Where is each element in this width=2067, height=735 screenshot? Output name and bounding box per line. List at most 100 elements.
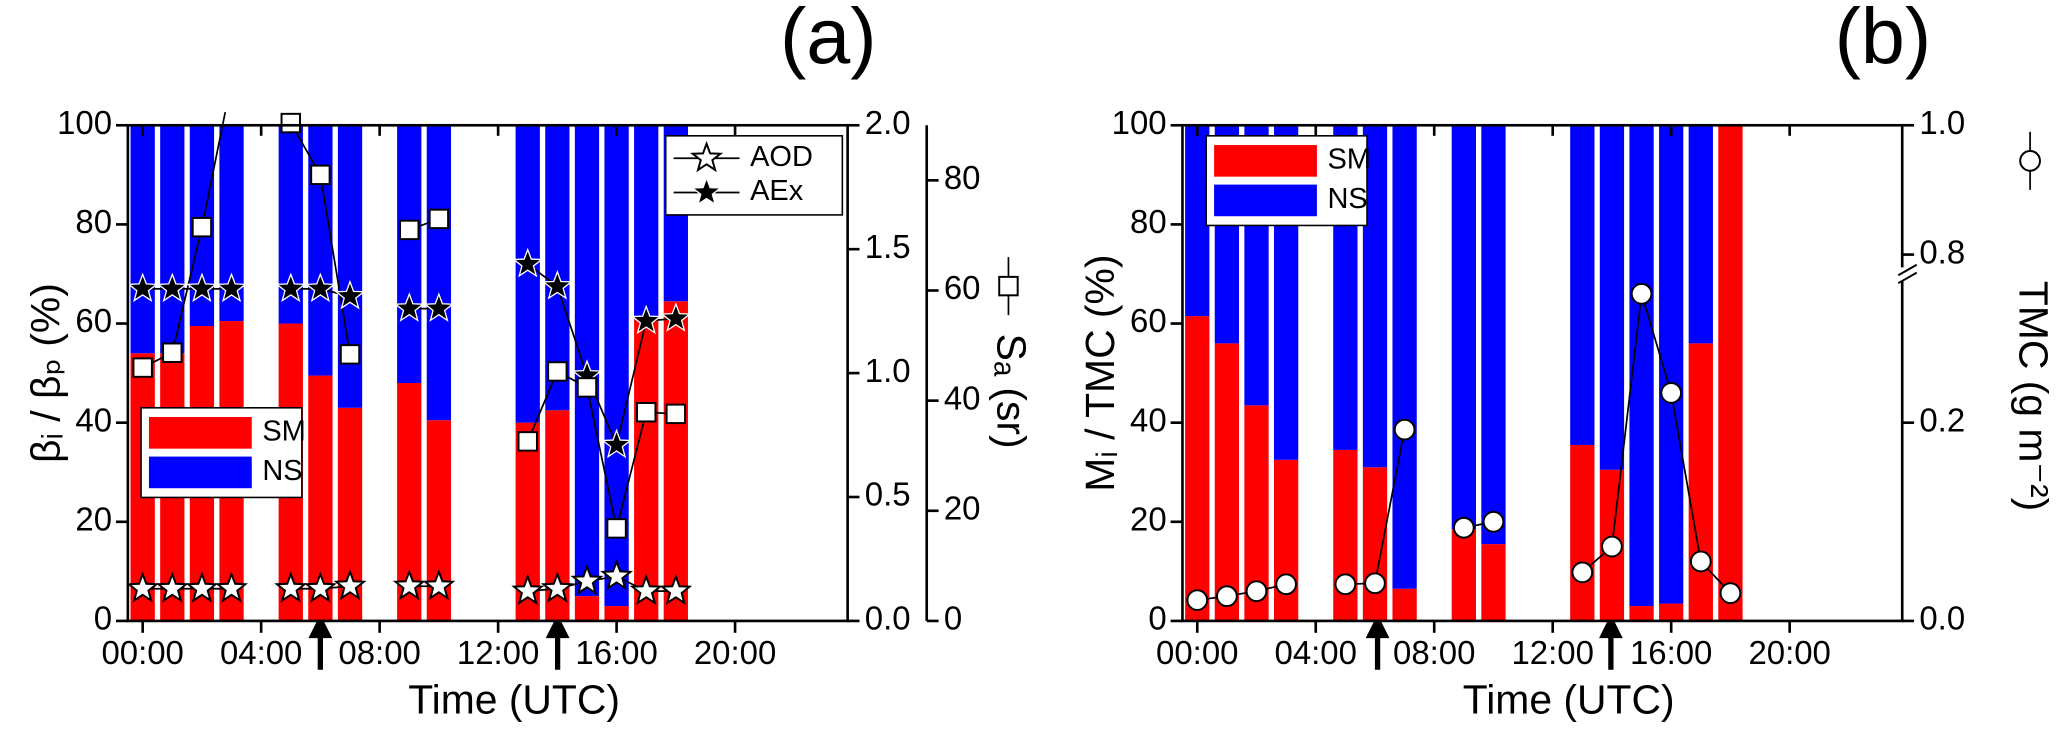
y2-tick-label: 1.0 bbox=[865, 352, 911, 389]
x-tick-label: 00:00 bbox=[1156, 634, 1238, 671]
y2-tick-label: 0.5 bbox=[865, 476, 911, 513]
square-marker bbox=[310, 164, 331, 186]
plot-frame bbox=[1181, 123, 1904, 623]
legend-label: SM bbox=[262, 416, 306, 448]
y-tick-label: 80 bbox=[1130, 203, 1167, 240]
star-marker bbox=[511, 573, 545, 606]
star-marker bbox=[690, 176, 723, 206]
square-marker bbox=[635, 401, 657, 423]
arrow bbox=[1365, 614, 1390, 670]
y2-tick-label: 1.0 bbox=[1919, 104, 1965, 141]
circle-marker bbox=[1393, 418, 1416, 441]
circle-marker bbox=[1275, 573, 1298, 596]
bar bbox=[1392, 588, 1417, 621]
x-tick-label: 20:00 bbox=[694, 634, 776, 671]
legend-label: NS bbox=[262, 455, 302, 487]
axis-break-gap bbox=[1896, 267, 1919, 281]
bar bbox=[663, 301, 688, 621]
bar bbox=[1659, 603, 1684, 621]
legend-label: AEx bbox=[750, 175, 804, 207]
star-marker bbox=[274, 571, 308, 603]
x-tick-label: 04:00 bbox=[220, 634, 302, 671]
y3-tick-label: 40 bbox=[944, 379, 981, 416]
star-marker bbox=[601, 428, 633, 459]
y3-tick-label: 80 bbox=[944, 159, 981, 196]
legend: SM NS bbox=[140, 407, 306, 499]
circle-marker bbox=[1334, 573, 1357, 596]
bar bbox=[1392, 125, 1417, 589]
axis-break bbox=[1897, 263, 1918, 277]
star-marker bbox=[155, 571, 189, 603]
circle-marker bbox=[1571, 561, 1594, 584]
square-marker bbox=[606, 518, 627, 539]
plot-area bbox=[127, 72, 693, 621]
arrows bbox=[308, 614, 1623, 670]
legend-label: NS bbox=[1327, 183, 1367, 215]
panel-title: (b) bbox=[1835, 0, 1932, 80]
star-marker bbox=[659, 573, 693, 606]
square-marker bbox=[576, 377, 598, 398]
bar bbox=[397, 125, 422, 384]
y2-tick-label: 1.5 bbox=[865, 228, 911, 265]
bar bbox=[634, 318, 659, 621]
circle-marker bbox=[1186, 589, 1209, 611]
star-marker bbox=[333, 568, 367, 601]
y3-tick-label: 0 bbox=[944, 600, 962, 637]
legend-swatch bbox=[1214, 145, 1317, 177]
circle-marker bbox=[1216, 585, 1238, 608]
y-tick-label: 20 bbox=[75, 501, 112, 538]
star-marker bbox=[393, 292, 425, 322]
bar bbox=[337, 125, 363, 408]
y-axis-title: βᵢ / βₚ (%) bbox=[23, 283, 69, 463]
square-marker bbox=[517, 431, 538, 452]
legend-swatch bbox=[1214, 184, 1317, 217]
circle-marker bbox=[1689, 550, 1712, 573]
legend-label: SM bbox=[1327, 144, 1370, 176]
bar bbox=[1214, 343, 1240, 621]
y-tick-label: 60 bbox=[75, 302, 112, 339]
star-marker bbox=[156, 272, 188, 303]
bar bbox=[634, 125, 659, 319]
circle-marker bbox=[1482, 510, 1505, 533]
star-marker bbox=[334, 279, 366, 310]
square-marker bbox=[547, 361, 568, 382]
square-marker bbox=[428, 208, 450, 230]
bar bbox=[1273, 459, 1299, 621]
bar bbox=[1599, 125, 1625, 470]
circle-marker bbox=[2019, 149, 2041, 172]
legend-label: AOD bbox=[750, 141, 813, 173]
star-marker bbox=[423, 292, 455, 322]
star-marker bbox=[127, 272, 159, 303]
bar bbox=[1718, 125, 1743, 621]
star-marker bbox=[275, 272, 307, 303]
bar bbox=[1451, 125, 1476, 530]
x-tick-label: 20:00 bbox=[1748, 634, 1830, 671]
star-marker bbox=[660, 302, 692, 332]
bar bbox=[130, 125, 155, 354]
right-axis-title: Sₐ (sr) bbox=[989, 257, 1035, 449]
x-tick-label: 08:00 bbox=[1393, 634, 1475, 671]
x-tick-label: 16:00 bbox=[575, 634, 657, 671]
star-marker bbox=[127, 571, 160, 603]
bar bbox=[574, 596, 600, 621]
x-axis-title: Time (UTC) bbox=[408, 676, 620, 722]
square-marker bbox=[665, 403, 687, 425]
star-marker bbox=[512, 247, 544, 278]
star-marker bbox=[540, 571, 574, 603]
circle-marker bbox=[1245, 580, 1268, 603]
y2-tick-label: 0.0 bbox=[1919, 600, 1965, 637]
square-marker bbox=[222, 72, 240, 90]
circle-marker bbox=[1601, 535, 1623, 558]
bar bbox=[1362, 467, 1388, 621]
star-marker bbox=[185, 571, 219, 603]
square-marker bbox=[998, 275, 1019, 297]
y-axis-title: Mᵢ / TMC (%) bbox=[1077, 255, 1123, 492]
bar bbox=[308, 125, 333, 376]
circle-marker bbox=[1364, 572, 1386, 595]
legend-swatch bbox=[148, 417, 252, 449]
y2-tick-label: 0.8 bbox=[1919, 233, 1965, 270]
bar bbox=[1481, 125, 1506, 545]
y-tick-label: 40 bbox=[75, 401, 112, 438]
bar bbox=[1629, 606, 1654, 621]
